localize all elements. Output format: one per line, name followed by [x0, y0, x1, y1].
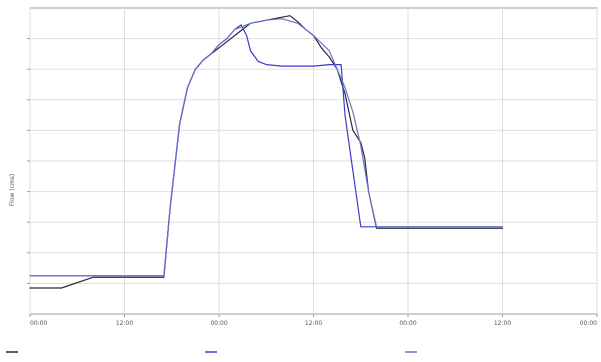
- x-axis-ticks: 00:00 12:00 00:00 12:00 00:00 12:00 00:00: [29, 314, 598, 327]
- series-lines: [29, 15, 504, 289]
- x-tick-label: 12:00: [305, 320, 322, 327]
- x-tick-label: 12:00: [116, 320, 133, 327]
- x-tick-label: 00:00: [399, 320, 416, 327]
- y-axis-ticks: [27, 38, 30, 284]
- y-axis-label: Flow (cms): [9, 174, 16, 207]
- x-tick-label: 00:00: [30, 320, 47, 327]
- x-tick-label: 00:00: [580, 320, 597, 327]
- series-line-3: [29, 18, 504, 277]
- x-tick-label: 12:00: [494, 320, 511, 327]
- grid-lines: [29, 8, 598, 314]
- x-tick-label: 00:00: [210, 320, 227, 327]
